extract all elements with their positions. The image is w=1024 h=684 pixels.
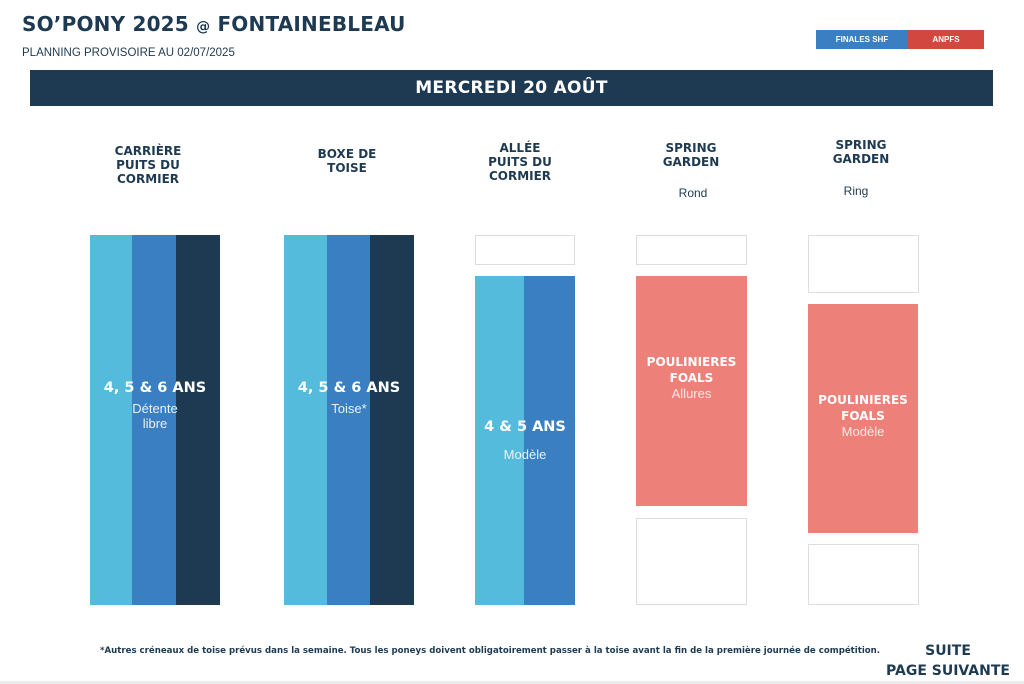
block-activity-label: Modèle <box>841 424 885 439</box>
block-activity-label: Détente <box>132 401 178 416</box>
page-subtitle: PLANNING PROVISOIRE AU 02/07/2025 <box>22 47 235 59</box>
block-text: 4, 5 & 6 ANS Détente libre <box>90 380 220 431</box>
block-age-label: 4, 5 & 6 ANS <box>297 380 401 396</box>
stripe-dark-navy <box>370 235 414 605</box>
stripe-light-blue <box>90 235 132 605</box>
next-page-line: SUITE <box>925 643 971 659</box>
block-category-label: POULINIERES <box>818 393 908 407</box>
block-category-label: FOALS <box>841 409 885 423</box>
block-age-label: 4, 5 & 6 ANS <box>103 380 207 396</box>
title-place: FONTAINEBLEAU <box>210 12 406 36</box>
column-subheading-rond: Rond <box>678 186 708 200</box>
block-category-label: FOALS <box>669 371 714 385</box>
schedule-block-ring: POULINIERES FOALS Modèle <box>808 304 918 533</box>
empty-slot <box>636 235 747 265</box>
heading-line: PUITS DU <box>116 158 180 172</box>
column-subheading-ring: Ring <box>843 184 869 198</box>
stripe-dark-navy <box>176 235 220 605</box>
block-activity-label: Modèle <box>503 447 547 462</box>
stripe-light-blue <box>284 235 327 605</box>
block-text: POULINIERES FOALS Modèle <box>808 392 918 440</box>
next-page-note: SUITE PAGE SUIVANTE <box>884 641 1012 681</box>
stripe-mid-blue <box>524 276 575 605</box>
page-bottom-edge <box>0 681 1024 684</box>
heading-line: GARDEN <box>662 155 720 169</box>
column-heading-allee: ALLÉE PUITS DU CORMIER <box>460 141 580 183</box>
column-heading-boxe-de-toise: BOXE DE TOISE <box>287 147 407 175</box>
next-page-line: PAGE SUIVANTE <box>886 663 1010 679</box>
stripe-mid-blue <box>327 235 370 605</box>
empty-slot <box>475 235 575 265</box>
empty-slot <box>636 518 747 605</box>
stripe-light-blue <box>475 276 524 605</box>
heading-line: SPRING <box>665 141 717 155</box>
heading-line: PUITS DU <box>488 155 552 169</box>
legend: FINALES SHF ANPFS <box>816 30 984 49</box>
stripe-mid-blue <box>132 235 176 605</box>
heading-line: TOISE <box>327 161 367 175</box>
block-activity-label: Toise* <box>331 401 367 416</box>
block-text: 4, 5 & 6 ANS Toise* <box>284 380 414 416</box>
legend-finales-shf: FINALES SHF <box>816 30 908 49</box>
empty-slot <box>808 544 919 605</box>
schedule-block-rond: POULINIERES FOALS Allures <box>636 276 747 506</box>
heading-line: GARDEN <box>832 152 890 166</box>
title-at-sign: @ <box>196 19 211 35</box>
schedule-block-carriere: 4, 5 & 6 ANS Détente libre <box>90 235 220 605</box>
block-activity-label: libre <box>142 416 168 431</box>
schedule-block-allee: 4 & 5 ANS Modèle <box>475 276 575 605</box>
column-heading-spring-garden-rond: SPRING GARDEN <box>631 141 751 169</box>
block-category-label: POULINIERES <box>646 355 737 369</box>
block-text: 4 & 5 ANS Modèle <box>475 419 575 462</box>
schedule-block-boxe-de-toise: 4, 5 & 6 ANS Toise* <box>284 235 414 605</box>
empty-slot <box>808 235 919 293</box>
heading-line: CORMIER <box>488 169 552 183</box>
block-age-label: 4 & 5 ANS <box>484 419 566 435</box>
heading-line: SPRING <box>835 138 887 152</box>
column-heading-carriere: CARRIÈRE PUITS DU CORMIER <box>88 144 208 186</box>
legend-anpfs: ANPFS <box>908 30 984 49</box>
heading-line: BOXE DE <box>317 147 377 161</box>
block-text: POULINIERES FOALS Allures <box>636 354 747 402</box>
column-heading-spring-garden-ring: SPRING GARDEN <box>801 138 921 166</box>
heading-line: ALLÉE <box>499 141 541 155</box>
day-banner: MERCREDI 20 AOÛT <box>30 70 993 106</box>
footnote: *Autres créneaux de toise prévus dans la… <box>100 646 881 656</box>
heading-line: CARRIÈRE <box>114 144 182 158</box>
block-activity-label: Allures <box>671 386 712 401</box>
title-event: SO’PONY 2025 <box>22 12 197 36</box>
heading-line: CORMIER <box>116 172 180 186</box>
page-title: SO’PONY 2025 @ FONTAINEBLEAU <box>22 12 406 36</box>
